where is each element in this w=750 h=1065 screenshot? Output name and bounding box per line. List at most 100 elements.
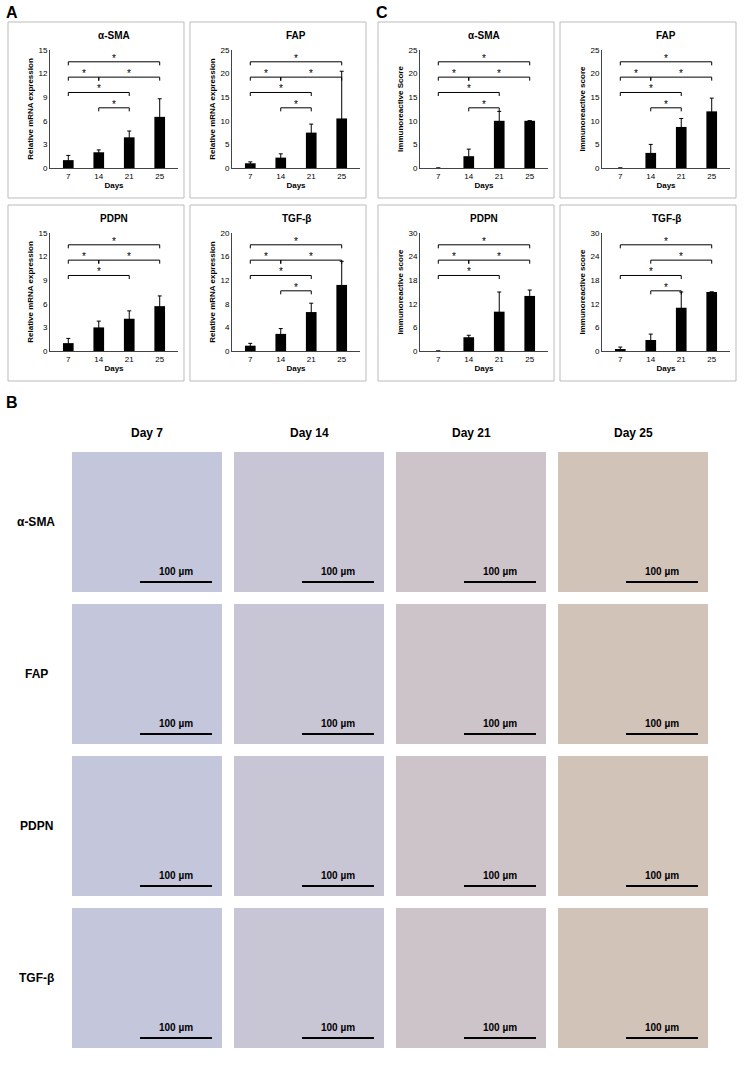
svg-text:25: 25 xyxy=(525,355,534,364)
svg-text:0: 0 xyxy=(225,164,230,173)
svg-text:14: 14 xyxy=(646,355,655,364)
svg-text:Relative mRNA expression: Relative mRNA expression xyxy=(26,241,35,343)
svg-text:*: * xyxy=(279,266,283,277)
svg-text:TGF-β: TGF-β xyxy=(282,213,311,224)
svg-text:14: 14 xyxy=(646,172,655,181)
svg-text:Days: Days xyxy=(104,181,124,190)
svg-text:30: 30 xyxy=(408,229,417,238)
svg-text:100 µm: 100 µm xyxy=(321,566,355,577)
svg-text:*: * xyxy=(497,251,501,262)
svg-text:*: * xyxy=(649,83,653,94)
svg-text:7: 7 xyxy=(618,355,623,364)
svg-text:*: * xyxy=(664,99,668,110)
svg-text:C: C xyxy=(376,4,388,21)
svg-text:10: 10 xyxy=(220,117,229,126)
svg-text:0: 0 xyxy=(413,347,418,356)
svg-text:0: 0 xyxy=(413,164,418,173)
svg-text:9: 9 xyxy=(43,93,48,102)
svg-text:6: 6 xyxy=(43,117,48,126)
svg-text:*: * xyxy=(294,53,298,64)
svg-text:FAP: FAP xyxy=(656,30,676,41)
svg-text:12: 12 xyxy=(38,252,47,261)
svg-text:6: 6 xyxy=(413,323,418,332)
svg-text:*: * xyxy=(82,251,86,262)
svg-text:24: 24 xyxy=(590,252,599,261)
svg-text:*: * xyxy=(467,83,471,94)
svg-text:15: 15 xyxy=(38,46,47,55)
svg-text:TGF-β: TGF-β xyxy=(19,971,54,985)
svg-text:21: 21 xyxy=(495,355,504,364)
svg-text:*: * xyxy=(679,68,683,79)
svg-text:20: 20 xyxy=(220,229,229,238)
svg-text:14: 14 xyxy=(276,355,285,364)
svg-text:TGF-β: TGF-β xyxy=(652,213,681,224)
svg-text:21: 21 xyxy=(307,355,316,364)
svg-text:100 µm: 100 µm xyxy=(483,566,517,577)
svg-text:7: 7 xyxy=(66,172,71,181)
svg-text:14: 14 xyxy=(276,172,285,181)
svg-text:6: 6 xyxy=(43,300,48,309)
svg-text:30: 30 xyxy=(590,229,599,238)
svg-text:25: 25 xyxy=(155,172,164,181)
svg-text:20: 20 xyxy=(220,69,229,78)
svg-text:7: 7 xyxy=(248,355,253,364)
svg-text:21: 21 xyxy=(677,172,686,181)
svg-text:*: * xyxy=(467,266,471,277)
svg-text:Relative mRNA expression: Relative mRNA expression xyxy=(208,58,217,160)
svg-text:*: * xyxy=(482,236,486,247)
svg-text:0: 0 xyxy=(43,347,48,356)
svg-text:21: 21 xyxy=(495,172,504,181)
svg-text:α-SMA: α-SMA xyxy=(98,30,130,41)
svg-text:100 µm: 100 µm xyxy=(645,1022,679,1033)
svg-text:100 µm: 100 µm xyxy=(159,566,193,577)
svg-text:*: * xyxy=(294,282,298,293)
svg-text:PDPN: PDPN xyxy=(100,213,128,224)
svg-text:α-SMA: α-SMA xyxy=(17,515,55,529)
svg-text:7: 7 xyxy=(436,355,441,364)
svg-text:6: 6 xyxy=(595,323,600,332)
svg-text:100 µm: 100 µm xyxy=(321,718,355,729)
svg-text:FAP: FAP xyxy=(25,667,48,681)
svg-text:100 µm: 100 µm xyxy=(159,718,193,729)
svg-text:100 µm: 100 µm xyxy=(483,870,517,881)
svg-text:25: 25 xyxy=(155,355,164,364)
svg-text:15: 15 xyxy=(38,229,47,238)
svg-text:25: 25 xyxy=(707,172,716,181)
svg-text:Immunoreactive Score: Immunoreactive Score xyxy=(396,66,405,152)
svg-text:Days: Days xyxy=(286,364,306,373)
svg-text:25: 25 xyxy=(590,46,599,55)
svg-text:*: * xyxy=(112,236,116,247)
svg-text:20: 20 xyxy=(408,69,417,78)
svg-text:*: * xyxy=(294,99,298,110)
svg-text:0: 0 xyxy=(225,347,230,356)
svg-text:25: 25 xyxy=(220,46,229,55)
svg-text:7: 7 xyxy=(248,172,253,181)
svg-text:100 µm: 100 µm xyxy=(645,566,679,577)
svg-text:Immunoreactive score: Immunoreactive score xyxy=(578,249,587,334)
svg-text:100 µm: 100 µm xyxy=(645,870,679,881)
svg-text:Day 21: Day 21 xyxy=(452,426,491,440)
svg-text:*: * xyxy=(97,83,101,94)
svg-text:*: * xyxy=(309,251,313,262)
svg-text:Day 25: Day 25 xyxy=(614,426,653,440)
svg-text:100 µm: 100 µm xyxy=(159,1022,193,1033)
svg-text:0: 0 xyxy=(595,347,600,356)
svg-text:12: 12 xyxy=(590,300,599,309)
svg-text:*: * xyxy=(127,251,131,262)
svg-text:*: * xyxy=(264,68,268,79)
svg-text:Relative mRNA expression: Relative mRNA expression xyxy=(208,241,217,343)
svg-text:21: 21 xyxy=(125,355,134,364)
svg-text:5: 5 xyxy=(413,140,418,149)
svg-text:FAP: FAP xyxy=(286,30,306,41)
svg-text:*: * xyxy=(97,266,101,277)
svg-text:21: 21 xyxy=(307,172,316,181)
svg-text:25: 25 xyxy=(337,355,346,364)
svg-text:5: 5 xyxy=(225,140,230,149)
svg-text:Relative mRNA expression: Relative mRNA expression xyxy=(26,58,35,160)
svg-text:100 µm: 100 µm xyxy=(321,870,355,881)
svg-text:14: 14 xyxy=(94,355,103,364)
svg-text:24: 24 xyxy=(408,252,417,261)
svg-text:Days: Days xyxy=(656,181,676,190)
svg-text:14: 14 xyxy=(94,172,103,181)
svg-text:0: 0 xyxy=(43,164,48,173)
